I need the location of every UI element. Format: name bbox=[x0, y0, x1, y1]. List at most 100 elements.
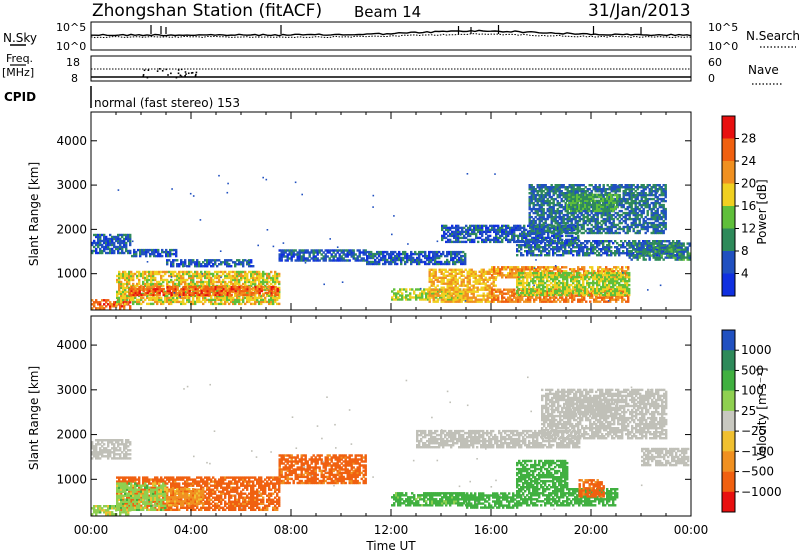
heatmap-cell bbox=[338, 259, 341, 262]
heatmap-cell bbox=[190, 293, 193, 297]
heatmap-cell bbox=[415, 294, 418, 297]
heatmap-cell bbox=[558, 275, 561, 279]
heatmap-cell bbox=[624, 291, 627, 295]
heatmap-cell bbox=[558, 287, 561, 291]
heatmap-cell bbox=[370, 260, 373, 264]
heatmap-cell bbox=[583, 274, 586, 277]
heatmap-cell bbox=[566, 244, 569, 247]
heatmap-cell bbox=[540, 188, 543, 191]
heatmap-cell bbox=[488, 296, 491, 299]
heatmap-cell bbox=[300, 249, 303, 252]
heatmap-cell bbox=[452, 288, 455, 291]
heatmap-cell bbox=[139, 254, 142, 258]
heatmap-cell bbox=[441, 292, 444, 295]
heatmap-cell bbox=[392, 258, 395, 262]
heatmap-cell bbox=[620, 287, 623, 291]
heatmap-cell bbox=[532, 279, 535, 283]
heatmap-cell bbox=[489, 234, 492, 238]
heatmap-cell bbox=[226, 263, 229, 266]
heatmap-cell bbox=[103, 299, 106, 302]
heatmap-cell bbox=[454, 286, 457, 289]
heatmap-cell bbox=[456, 254, 459, 258]
heatmap-cell bbox=[206, 272, 209, 276]
heatmap-cell bbox=[218, 302, 221, 306]
heatmap-cell bbox=[218, 278, 221, 282]
heatmap-cell bbox=[310, 251, 313, 254]
heatmap-cell bbox=[170, 278, 173, 282]
heatmap-cell bbox=[97, 235, 100, 239]
heatmap-cell bbox=[240, 298, 243, 302]
heatmap-cell bbox=[521, 226, 524, 230]
heatmap-cell bbox=[224, 259, 227, 262]
heatmap-cell bbox=[471, 230, 474, 234]
heatmap-cell bbox=[242, 298, 245, 302]
heatmap-cell bbox=[172, 296, 175, 300]
heatmap-cell bbox=[509, 266, 512, 269]
heatmap-cell bbox=[254, 302, 257, 306]
heatmap-cell bbox=[543, 270, 546, 273]
heatmap-cell bbox=[204, 289, 207, 293]
heatmap-cell bbox=[326, 251, 329, 254]
heatmap-cell bbox=[126, 284, 129, 288]
heatmap-cell bbox=[147, 250, 150, 254]
heatmap-cell bbox=[484, 294, 487, 297]
heatmap-cell bbox=[485, 238, 488, 242]
heatmap-cell bbox=[486, 294, 489, 297]
heatmap-cell bbox=[306, 249, 309, 252]
heatmap-cell bbox=[103, 249, 106, 253]
heatmap-cell bbox=[584, 240, 587, 243]
heatmap-cell bbox=[440, 268, 443, 271]
heatmap-cell bbox=[278, 255, 281, 258]
heatmap-cell bbox=[218, 270, 221, 274]
heatmap-cell bbox=[99, 305, 102, 308]
heatmap-cell bbox=[442, 276, 445, 279]
heatmap-cell bbox=[435, 296, 438, 299]
heatmap-cell bbox=[230, 293, 233, 297]
heatmap-cell bbox=[202, 280, 205, 284]
heatmap-cell bbox=[461, 230, 464, 234]
heatmap-cell bbox=[330, 253, 333, 256]
heatmap-cell bbox=[497, 298, 500, 301]
heatmap-cell bbox=[298, 249, 301, 252]
heatmap-cell bbox=[196, 261, 199, 264]
heatmap-cell bbox=[449, 290, 452, 293]
heatmap-cell bbox=[452, 262, 455, 266]
heatmap-cell bbox=[300, 251, 303, 254]
heatmap-cell bbox=[194, 285, 197, 289]
heatmap-cell bbox=[314, 249, 317, 252]
heatmap-cell bbox=[530, 186, 533, 189]
heatmap-cell bbox=[615, 268, 618, 271]
heatmap-cell bbox=[129, 233, 132, 237]
heatmap-cell bbox=[560, 254, 563, 257]
heatmap-cell bbox=[573, 238, 576, 242]
heatmap-cell bbox=[451, 234, 454, 238]
heatmap-cell bbox=[622, 273, 625, 277]
heatmap-cell bbox=[509, 240, 512, 244]
heatmap-cell bbox=[434, 256, 437, 260]
heatmap-cell bbox=[166, 298, 169, 302]
heatmap-cell bbox=[440, 288, 443, 291]
heatmap-cell bbox=[588, 275, 591, 279]
heatmap-cell bbox=[218, 293, 221, 297]
heatmap-cell bbox=[434, 278, 437, 281]
heatmap-cell bbox=[125, 247, 128, 251]
heatmap-cell bbox=[534, 209, 537, 213]
heatmap-cell bbox=[670, 246, 673, 249]
heatmap-cell bbox=[238, 270, 241, 274]
heatmap-cell bbox=[509, 294, 512, 297]
heatmap-cell bbox=[545, 270, 548, 273]
heatmap-cell bbox=[254, 300, 257, 304]
heatmap-cell bbox=[419, 298, 422, 301]
heatmap-cell bbox=[238, 291, 241, 295]
heatmap-cell bbox=[258, 276, 261, 280]
heatmap-cell bbox=[474, 296, 477, 299]
heatmap-cell bbox=[565, 234, 568, 238]
heatmap-cell bbox=[573, 236, 576, 240]
heatmap-cell bbox=[240, 261, 243, 264]
heatmap-cell bbox=[350, 251, 353, 254]
heatmap-cell bbox=[615, 296, 618, 299]
heatmap-cell bbox=[439, 296, 442, 299]
heatmap-cell bbox=[167, 254, 170, 258]
heatmap-cell bbox=[234, 289, 237, 293]
heatmap-cell bbox=[553, 266, 556, 269]
